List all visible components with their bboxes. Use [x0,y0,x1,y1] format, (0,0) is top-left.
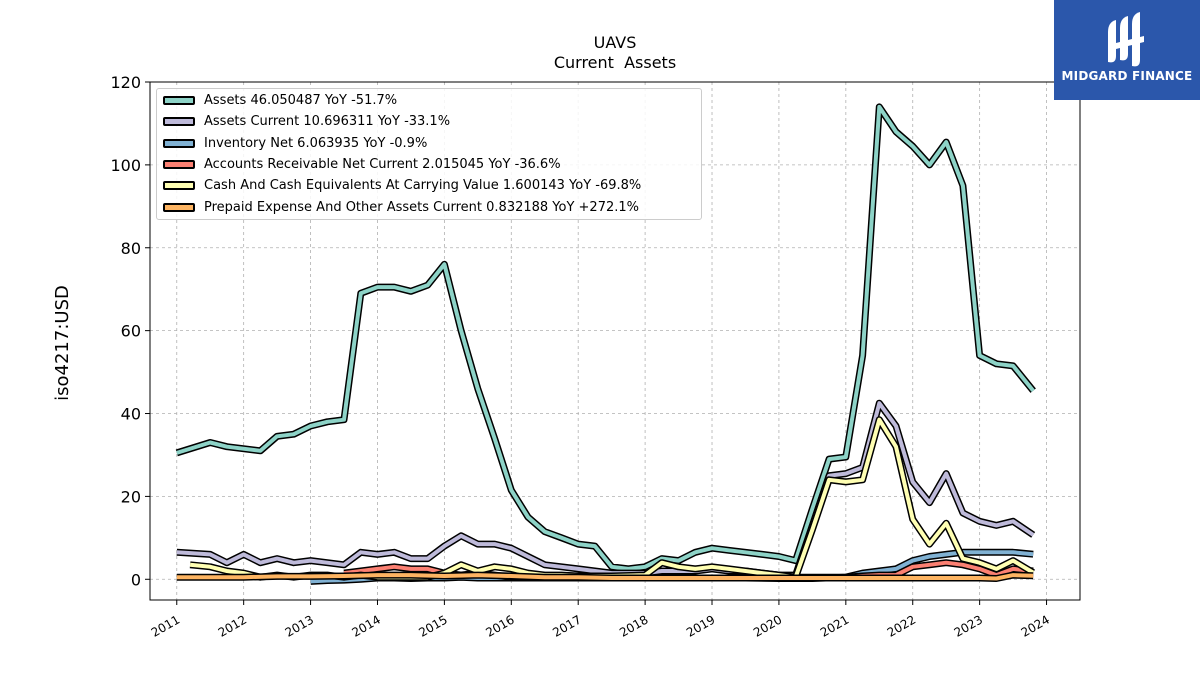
legend: Assets 46.050487 YoY -51.7% Assets Curren… [156,88,702,220]
legend-swatch [163,181,195,191]
x-tick-label: 2016 [483,612,516,639]
x-tick-label: 2019 [684,612,717,639]
legend-swatch [163,117,195,127]
y-axis: 0 20 40 60 80 100 120 [110,73,150,589]
series-line-0 [176,104,1035,571]
x-tick-label: 2022 [885,612,918,639]
legend-label: Assets Current 10.696311 YoY -33.1% [204,114,451,130]
x-tick-label: 2014 [350,612,383,639]
chart-subtitle: Current Assets [554,53,676,72]
x-tick-label: 2018 [617,612,650,639]
legend-label: Assets 46.050487 YoY -51.7% [204,93,398,108]
x-tick-label: 2023 [952,612,985,639]
plot-frame [149,81,1081,601]
y-tick-label: 20 [121,487,141,506]
legend-swatch [163,96,195,105]
x-tick-label: 2020 [751,612,784,639]
legend-label: Accounts Receivable Net Current 2.015045… [204,156,561,172]
legend-label: Cash And Cash Equivalents At Carrying Va… [204,178,642,194]
legend-swatch [163,138,195,148]
y-tick-label: 40 [121,405,141,424]
legend-swatch [163,202,195,212]
legend-label: Inventory Net 6.063935 YoY -0.9% [204,135,428,151]
x-tick-label: 2012 [216,612,249,639]
x-tick-label: 2017 [550,612,583,639]
x-tick-label: 2013 [283,612,316,639]
x-tick-label: 2021 [818,612,851,639]
x-tick-label: 2015 [416,612,449,639]
logo-text: MIDGARD FINANCE [1061,69,1193,83]
series-line-5 [176,573,1034,581]
chart-title: UAVS [594,33,637,52]
y-tick-label: 60 [121,322,141,341]
legend-label: Prepaid Expense And Other Assets Current… [204,199,640,215]
x-tick-label: 2024 [1019,612,1052,639]
midgard-logo-icon [1108,12,1144,67]
y-tick-label: 0 [131,570,141,589]
brand-logo: MIDGARD FINANCE [1054,0,1200,100]
legend-swatch [163,159,195,169]
y-tick-label: 100 [110,156,141,175]
series-line-4 [189,417,1035,580]
y-tick-label: 120 [110,73,141,92]
x-tick-label: 2011 [149,612,182,639]
y-axis-label: iso4217:USD [52,285,73,401]
y-tick-label: 80 [121,239,141,258]
x-axis: 2011 2012 2013 2014 2015 2016 2017 2018 2019 2020… [149,600,1052,640]
series-lines [175,103,1036,585]
